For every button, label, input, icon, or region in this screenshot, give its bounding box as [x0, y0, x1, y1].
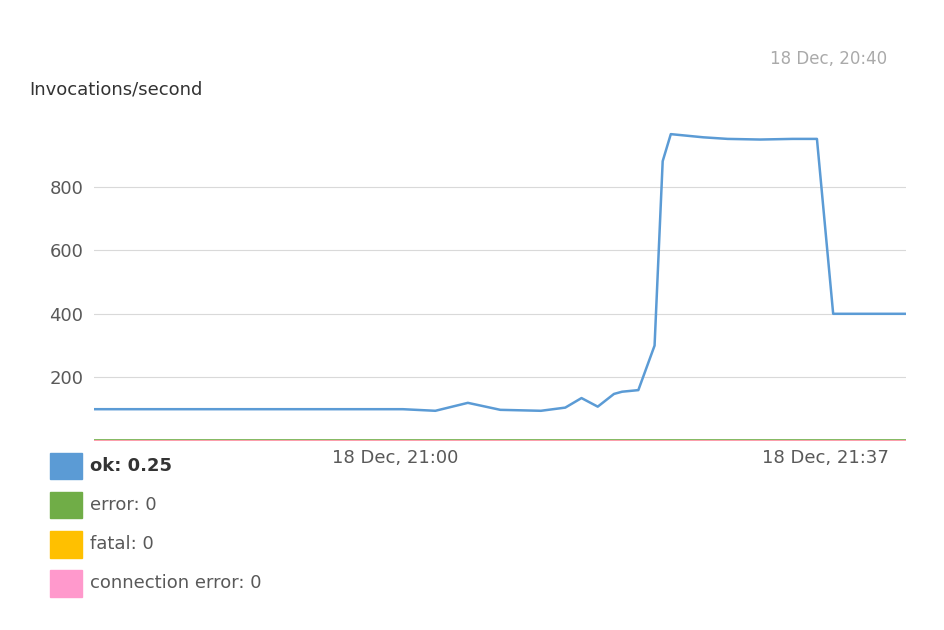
Text: error: 0: error: 0	[90, 496, 157, 514]
FancyBboxPatch shape	[50, 531, 82, 558]
Text: fatal: 0: fatal: 0	[90, 536, 154, 553]
Text: 18 Dec, 20:40: 18 Dec, 20:40	[770, 50, 887, 69]
Text: ok: 0.25: ok: 0.25	[90, 457, 172, 475]
FancyBboxPatch shape	[50, 492, 82, 518]
FancyBboxPatch shape	[50, 453, 82, 479]
Text: Invocations/second: Invocations/second	[29, 81, 203, 98]
Text: connection error: 0: connection error: 0	[90, 575, 261, 592]
FancyBboxPatch shape	[50, 570, 82, 597]
